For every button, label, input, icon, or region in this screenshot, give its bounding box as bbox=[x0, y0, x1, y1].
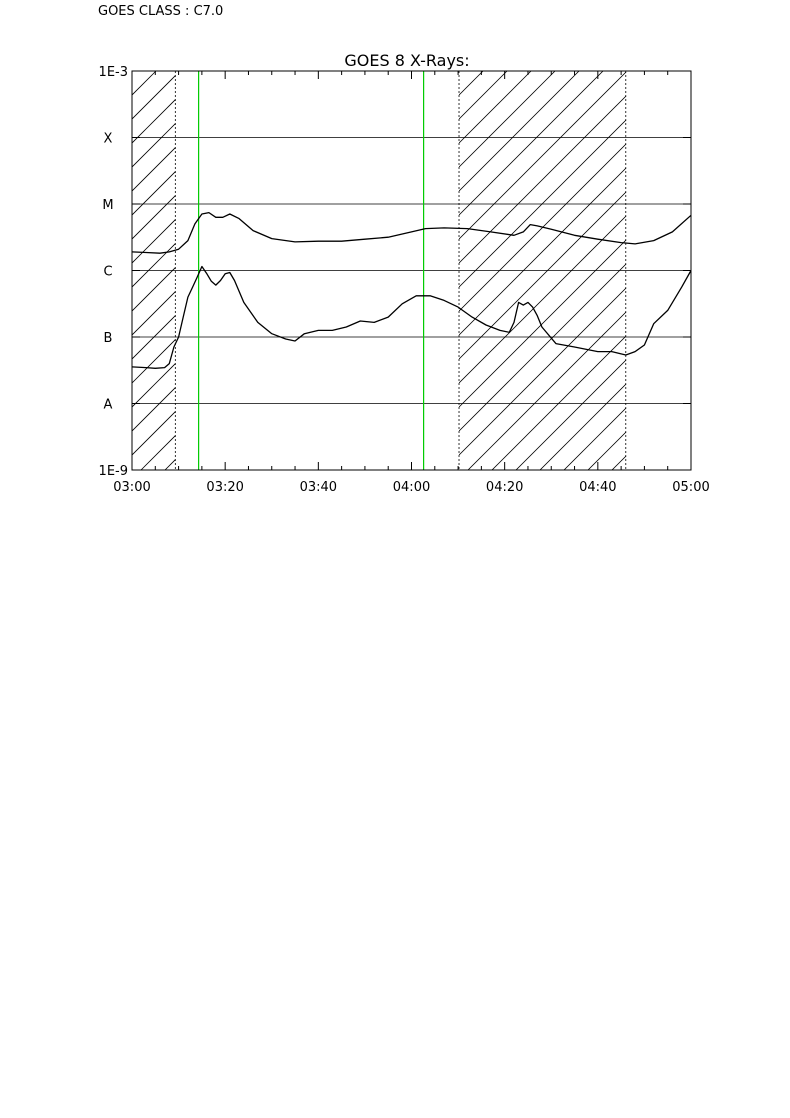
x-tick-label: 04:00 bbox=[393, 480, 430, 495]
series-line-1 bbox=[132, 265, 691, 369]
y-tick-label: M bbox=[102, 198, 113, 213]
tick-marks bbox=[131, 70, 692, 471]
x-tick-label: 03:40 bbox=[300, 480, 337, 495]
x-tick-label: 03:00 bbox=[113, 480, 150, 495]
goes-class-label: GOES CLASS : C7.0 bbox=[98, 4, 224, 19]
y-tick-label: B bbox=[104, 331, 113, 346]
hatch-line bbox=[780, 71, 790, 470]
x-tick-label: 03:20 bbox=[206, 480, 243, 495]
y-tick-label: C bbox=[103, 265, 112, 280]
y-tick-label: 1E-9 bbox=[99, 464, 128, 479]
chart-title: GOES 8 X-Rays: bbox=[344, 51, 469, 70]
hatch-line bbox=[684, 71, 790, 470]
hatch-line bbox=[708, 71, 790, 470]
series-layer bbox=[132, 211, 691, 369]
x-tick-labels: 03:00 03:20 03:40 04:00 04:20 04:40 05:00 bbox=[113, 480, 709, 495]
grid-lines bbox=[132, 137, 691, 404]
series-line-0 bbox=[132, 211, 691, 254]
x-tick-label: 04:20 bbox=[486, 480, 523, 495]
y-tick-label: 1E-3 bbox=[99, 65, 128, 80]
hatch-line bbox=[732, 71, 790, 470]
hatch-line bbox=[756, 71, 790, 470]
x-tick-label: 04:40 bbox=[579, 480, 616, 495]
y-tick-label: X bbox=[104, 132, 113, 147]
marker-lines bbox=[198, 71, 425, 470]
y-tick-labels: 1E-9 A B C M X 1E-3 bbox=[99, 65, 128, 479]
x-tick-label: 05:00 bbox=[672, 480, 709, 495]
y-tick-label: A bbox=[104, 398, 113, 413]
